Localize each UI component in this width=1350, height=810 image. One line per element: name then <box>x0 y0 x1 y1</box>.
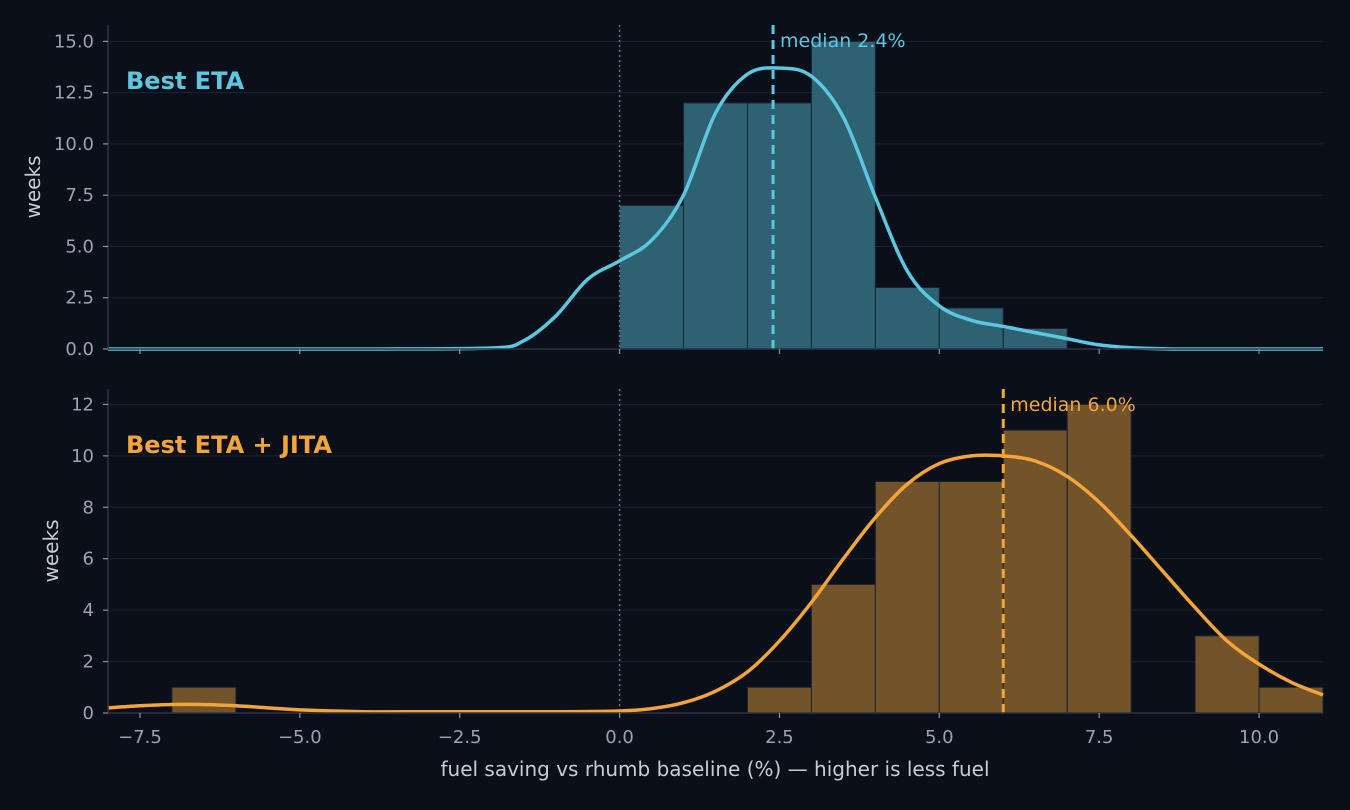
histogram-bar <box>938 481 1004 714</box>
y-tick-label: 7.5 <box>65 185 94 206</box>
panel-2: median 6.0% 0 2 4 6 8 10 12 −7.5 −5.0 −2.5 0.0 2.5 5.… <box>39 389 1324 748</box>
x-tick-label: −7.5 <box>118 727 162 748</box>
panel-label: Best ETA + JITA <box>126 431 332 459</box>
y-tick-label: 2.5 <box>65 288 94 309</box>
x-axis-title: fuel saving vs rhumb baseline (%) — high… <box>440 757 989 781</box>
histogram-bar <box>938 307 1004 350</box>
median-label: median 2.4% <box>780 30 906 52</box>
histogram-bar <box>1194 635 1260 714</box>
y-tick-label: 0 <box>83 703 94 724</box>
x-tick-label: 7.5 <box>1085 727 1114 748</box>
histogram-bar <box>683 102 748 350</box>
y-tick-label: 12 <box>71 394 94 415</box>
y-tick-label: 12.5 <box>54 83 94 104</box>
median-label: median 6.0% <box>1010 394 1136 416</box>
histogram-bar <box>810 583 876 714</box>
panel-1: median 2.4% 0.0 2.5 5.0 7.5 10.0 12.5 15.0 weeks… <box>21 25 1323 360</box>
y-tick-label: 6 <box>83 549 94 570</box>
kde-curve <box>108 66 1323 351</box>
y-axis-title: weeks <box>39 520 63 583</box>
histogram-bar <box>1066 403 1132 714</box>
y-tick-label: 10.0 <box>54 134 94 155</box>
x-tick-label: 10.0 <box>1239 727 1279 748</box>
y-tick-label: 2 <box>83 652 94 673</box>
histogram-bar <box>746 102 812 350</box>
x-tick-label: −2.5 <box>438 727 482 748</box>
x-tick-label: −5.0 <box>278 727 322 748</box>
histogram-bar <box>746 686 812 714</box>
y-tick-label: 15.0 <box>54 31 94 52</box>
x-tick-label: 0.0 <box>605 727 634 748</box>
y-tick-label: 0.0 <box>65 339 94 360</box>
chart-panels: median 2.4% 0.0 2.5 5.0 7.5 10.0 12.5 15.0 weeks… <box>21 25 1324 748</box>
y-tick-label: 10 <box>71 446 94 467</box>
histogram-bar <box>171 686 237 714</box>
y-tick-label: 4 <box>83 600 94 621</box>
histogram-bar <box>874 481 940 714</box>
y-tick-label: 8 <box>83 497 94 518</box>
y-axis-title: weeks <box>21 156 45 219</box>
histogram-bar <box>810 40 876 350</box>
panel-label: Best ETA <box>126 67 245 95</box>
histogram-bar <box>619 204 685 350</box>
x-tick-label: 2.5 <box>765 727 794 748</box>
y-tick-label: 5.0 <box>65 236 94 257</box>
x-tick-label: 5.0 <box>925 727 954 748</box>
kde-curve <box>107 453 1324 714</box>
